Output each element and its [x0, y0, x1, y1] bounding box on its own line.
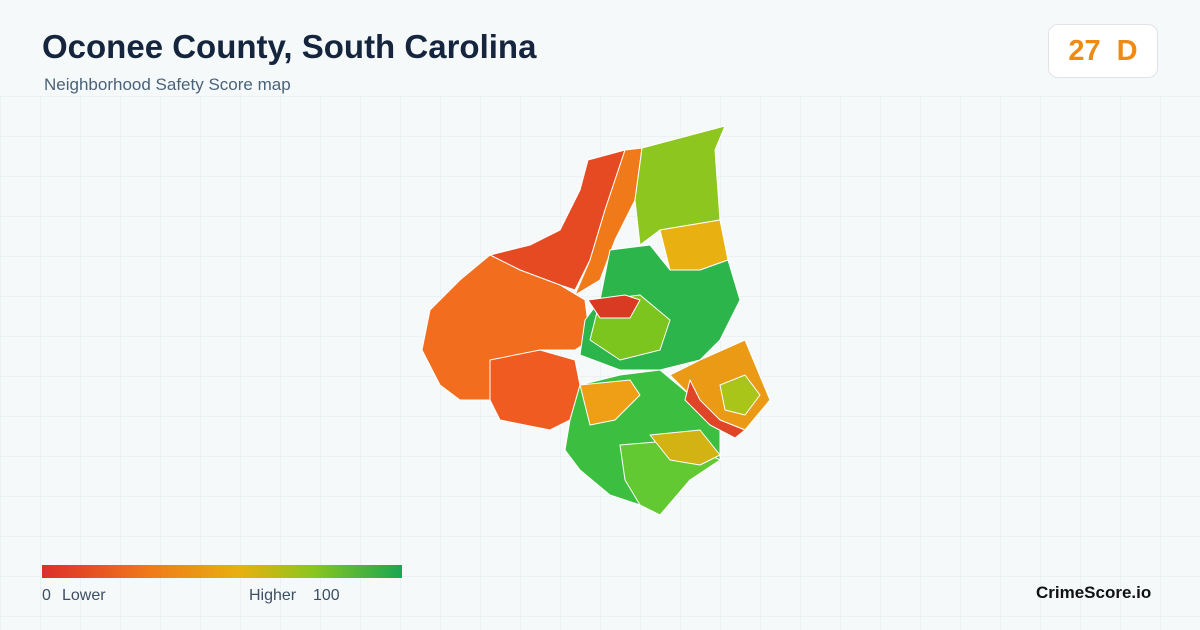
legend-min-label: Lower — [62, 587, 106, 604]
legend-max: 100 — [313, 587, 340, 604]
score-grade: D — [1116, 34, 1138, 67]
county-regions — [421, 125, 771, 516]
legend-min: 0 — [42, 587, 51, 604]
brand: CrimeScore.io — [1036, 583, 1152, 602]
score-value: 27 — [1068, 34, 1101, 67]
legend-max-label: Higher — [249, 587, 297, 604]
subtitle: Neighborhood Safety Score map — [44, 75, 291, 94]
legend-gradient — [42, 565, 402, 578]
score-badge: 27 D — [1048, 24, 1158, 78]
title: Oconee County, South Carolina — [42, 28, 537, 65]
